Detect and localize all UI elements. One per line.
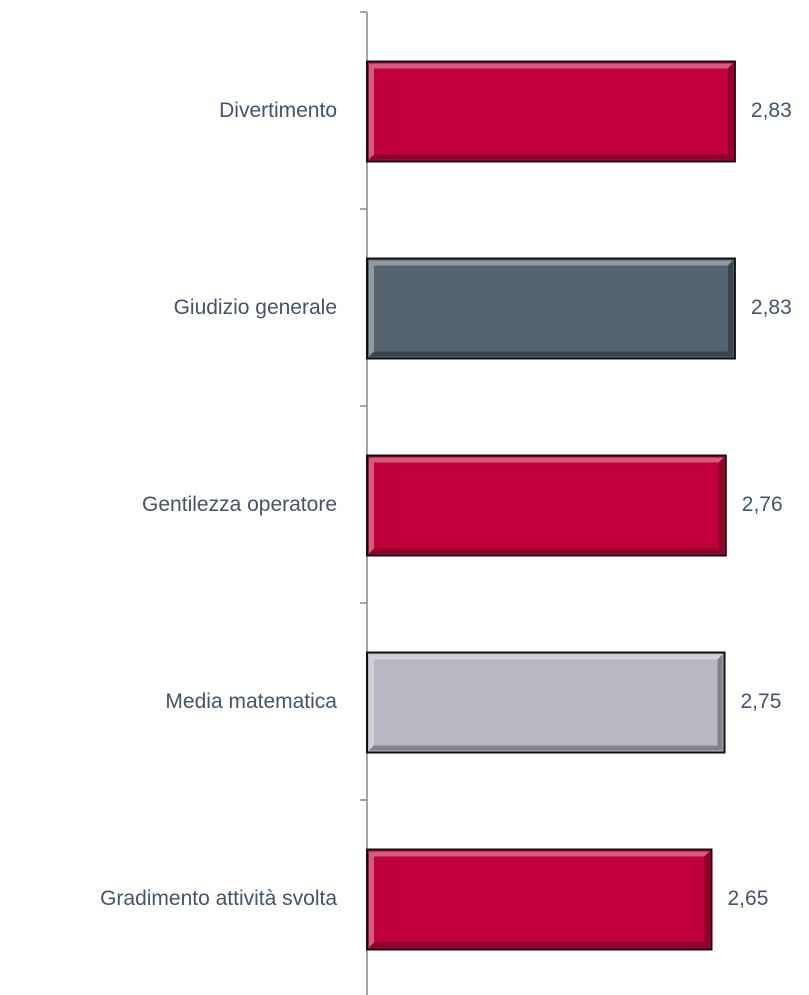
category-label: Divertimento (219, 99, 337, 122)
value-label: 2,76 (742, 493, 783, 516)
bar (366, 257, 736, 360)
bar (366, 848, 713, 951)
value-label: 2,65 (728, 887, 769, 910)
bar (366, 60, 736, 163)
value-label: 2,75 (741, 690, 782, 713)
category-label: Giudizio generale (174, 296, 337, 319)
category-label: Gentilezza operatore (142, 493, 337, 516)
bar (366, 651, 726, 754)
category-label: Media matematica (165, 690, 337, 713)
category-label: Gradimento attività svolta (100, 887, 337, 910)
value-label: 2,83 (751, 99, 792, 122)
value-label: 2,83 (751, 296, 792, 319)
bar (366, 454, 727, 557)
